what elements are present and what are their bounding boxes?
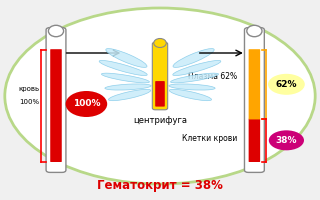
FancyBboxPatch shape bbox=[50, 49, 62, 162]
Ellipse shape bbox=[101, 73, 149, 83]
Text: 100%: 100% bbox=[19, 99, 39, 105]
FancyBboxPatch shape bbox=[249, 119, 260, 162]
Ellipse shape bbox=[66, 91, 107, 117]
Text: Гематокрит = 38%: Гематокрит = 38% bbox=[97, 178, 223, 192]
Ellipse shape bbox=[154, 38, 166, 47]
Ellipse shape bbox=[108, 89, 151, 101]
Ellipse shape bbox=[99, 60, 147, 76]
Text: Клетки крови: Клетки крови bbox=[181, 134, 237, 143]
Ellipse shape bbox=[269, 130, 304, 150]
Text: 38%: 38% bbox=[276, 136, 297, 145]
Ellipse shape bbox=[173, 49, 214, 67]
Ellipse shape bbox=[171, 73, 219, 83]
FancyBboxPatch shape bbox=[155, 81, 165, 107]
Ellipse shape bbox=[268, 74, 305, 95]
FancyBboxPatch shape bbox=[152, 42, 168, 110]
Ellipse shape bbox=[5, 8, 315, 184]
Ellipse shape bbox=[247, 25, 262, 37]
Ellipse shape bbox=[169, 89, 212, 101]
Text: кровь: кровь bbox=[18, 86, 39, 92]
Text: Плазма 62%: Плазма 62% bbox=[188, 72, 237, 81]
Ellipse shape bbox=[48, 25, 64, 37]
FancyBboxPatch shape bbox=[46, 28, 66, 172]
FancyBboxPatch shape bbox=[249, 49, 260, 119]
Ellipse shape bbox=[169, 84, 215, 90]
Ellipse shape bbox=[173, 60, 221, 76]
Ellipse shape bbox=[106, 49, 147, 67]
Text: 62%: 62% bbox=[276, 80, 297, 89]
Ellipse shape bbox=[105, 84, 151, 90]
Text: 100%: 100% bbox=[73, 99, 100, 108]
Text: центрифуга: центрифуга bbox=[133, 116, 187, 125]
FancyBboxPatch shape bbox=[244, 28, 264, 172]
